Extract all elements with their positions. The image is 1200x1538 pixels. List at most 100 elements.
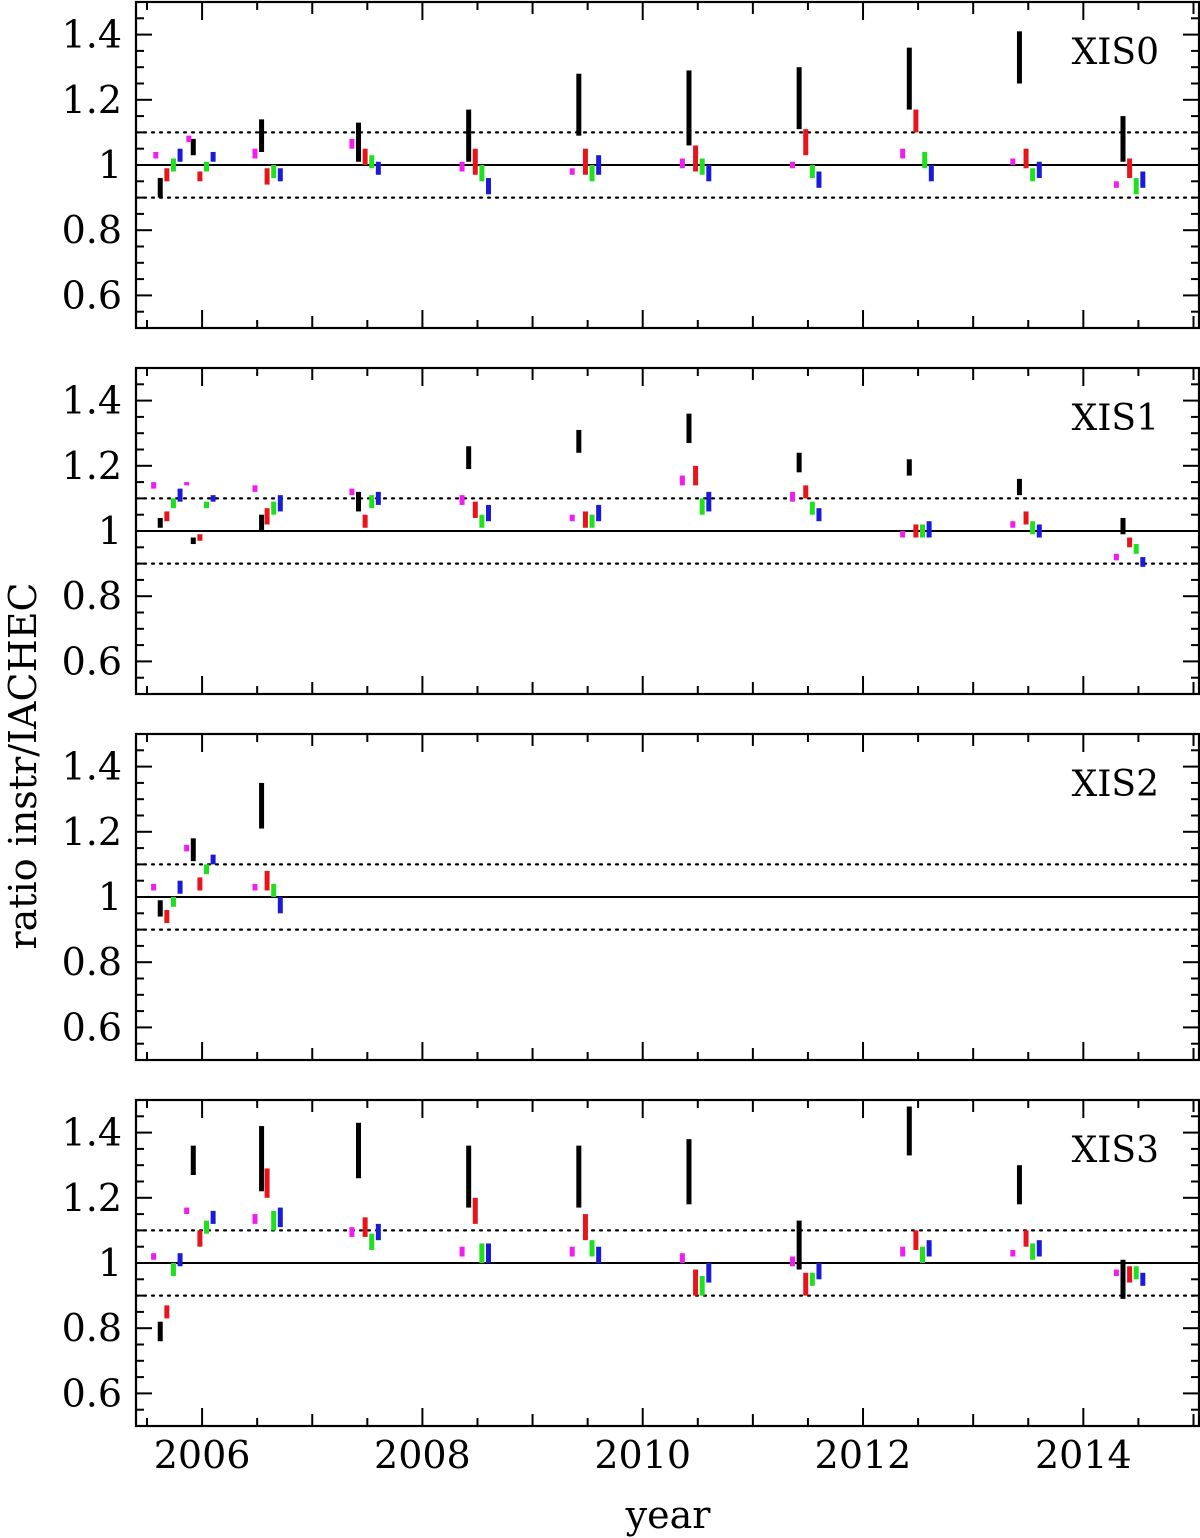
data-bar-blue: [210, 151, 216, 162]
data-bar-blue: [375, 1223, 381, 1241]
data-bar-blue: [1140, 171, 1146, 188]
data-bar-green: [699, 1276, 705, 1296]
data-bar-black: [1016, 31, 1022, 84]
x-tick-label: 2012: [815, 1433, 912, 1477]
data-bar-blue: [177, 148, 183, 162]
data-bar-magenta: [790, 1256, 796, 1267]
y-tick-label: 0.6: [62, 1371, 122, 1415]
data-bar-blue: [1140, 557, 1146, 567]
data-bar-black: [906, 459, 912, 476]
data-bar-green: [809, 501, 815, 515]
data-bar-magenta: [569, 1246, 575, 1257]
data-bar-green: [170, 1263, 176, 1277]
panel-label: XIS0: [1072, 32, 1159, 73]
data-bar-black: [1016, 478, 1022, 496]
data-bar-black: [190, 838, 196, 862]
data-bar-magenta: [1113, 553, 1119, 561]
data-bar-red: [472, 148, 478, 175]
data-bar-magenta: [1010, 158, 1016, 165]
data-bar-green: [369, 155, 375, 169]
data-bar-magenta: [252, 883, 258, 891]
data-bar-red: [164, 1305, 170, 1319]
data-bar-black: [1120, 1259, 1126, 1299]
data-bar-red: [197, 534, 203, 541]
data-bar-magenta: [184, 1207, 190, 1215]
data-bar-red: [582, 1214, 588, 1241]
data-bar-blue: [596, 504, 602, 522]
data-bar-blue: [375, 161, 381, 175]
data-bar-magenta: [900, 1246, 906, 1257]
panel-label: XIS1: [1072, 398, 1159, 439]
data-bar-red: [264, 1168, 270, 1198]
data-bar-blue: [1036, 161, 1042, 179]
data-bar-red: [1023, 148, 1029, 169]
data-bar-blue: [177, 488, 183, 502]
data-bar-green: [1030, 168, 1036, 182]
data-bar-black: [259, 1126, 265, 1192]
data-bar-green: [1030, 1243, 1036, 1260]
data-bar-black: [259, 119, 265, 152]
data-bar-green: [203, 501, 209, 509]
data-bar-blue: [596, 1246, 602, 1263]
data-bar-black: [190, 138, 196, 156]
data-bar-red: [693, 145, 699, 172]
data-bar-green: [203, 161, 209, 172]
data-bar-magenta: [900, 148, 906, 159]
panel-frame: [134, 1098, 1200, 1428]
data-bar-magenta: [900, 531, 906, 538]
panel-frame: [134, 732, 1200, 1062]
data-bar-black: [157, 1321, 163, 1342]
x-tick-label: 2008: [374, 1433, 471, 1477]
data-bar-red: [164, 910, 170, 924]
data-bar-red: [913, 1230, 919, 1250]
data-bar-blue: [375, 491, 381, 505]
data-bar-green: [170, 897, 176, 907]
x-tick-label: 2010: [594, 1433, 691, 1477]
data-bar-blue: [277, 1207, 283, 1228]
data-bar-magenta: [569, 168, 575, 175]
y-tick-label: 0.6: [62, 273, 122, 317]
data-bar-black: [1016, 1165, 1022, 1205]
data-bar-red: [197, 1230, 203, 1247]
data-bar-red: [197, 171, 203, 182]
data-bar-magenta: [349, 1227, 355, 1237]
data-bar-black: [157, 517, 163, 528]
data-bar-magenta: [186, 135, 192, 143]
data-bar-red: [1023, 511, 1029, 525]
data-bar-green: [369, 495, 375, 509]
data-bar-magenta: [1010, 1249, 1016, 1257]
data-bar-black: [576, 429, 582, 453]
data-bar-black: [190, 537, 196, 545]
data-bar-red: [197, 877, 203, 891]
data-bar-black: [466, 1145, 472, 1208]
data-bar-blue: [1036, 1240, 1042, 1257]
data-bar-green: [922, 151, 928, 169]
data-bar-green: [271, 883, 277, 897]
data-bar-magenta: [151, 482, 157, 489]
data-bar-magenta: [252, 148, 258, 159]
panel-xis3: 0.6 0.8 1 1.2 1.4 2006 2008 2010 2012 2014 XIS3: [62, 1098, 1200, 1477]
panel-xis2: 0.6 0.8 1 1.2 1.4 XIS2: [62, 732, 1200, 1062]
data-bar-magenta: [459, 495, 465, 505]
data-bar-magenta: [790, 491, 796, 502]
data-bar-green: [479, 514, 485, 528]
data-bar-blue: [485, 1243, 491, 1263]
y-tick-label: 1.4: [62, 745, 122, 789]
data-bar-blue: [706, 165, 712, 182]
panel-label: XIS3: [1072, 1130, 1159, 1171]
data-bar-red: [164, 511, 170, 522]
data-bar-green: [920, 1246, 926, 1263]
panel-xis1: 0.6 0.8 1 1.2 1.4 XIS1: [62, 366, 1200, 696]
data-bar-black: [576, 1145, 582, 1208]
data-bar-blue: [485, 504, 491, 522]
data-bar-black: [157, 178, 163, 198]
y-tick-label: 1.2: [62, 444, 122, 488]
data-bar-blue: [926, 1240, 932, 1257]
y-tick-label: 1.4: [62, 1111, 122, 1155]
y-tick-label: 0.6: [62, 1005, 122, 1049]
data-bar-blue: [596, 155, 602, 175]
data-bar-green: [809, 1272, 815, 1286]
data-bar-red: [362, 1217, 368, 1237]
y-tick-label: 1.4: [62, 379, 122, 423]
data-bar-green: [203, 864, 209, 875]
